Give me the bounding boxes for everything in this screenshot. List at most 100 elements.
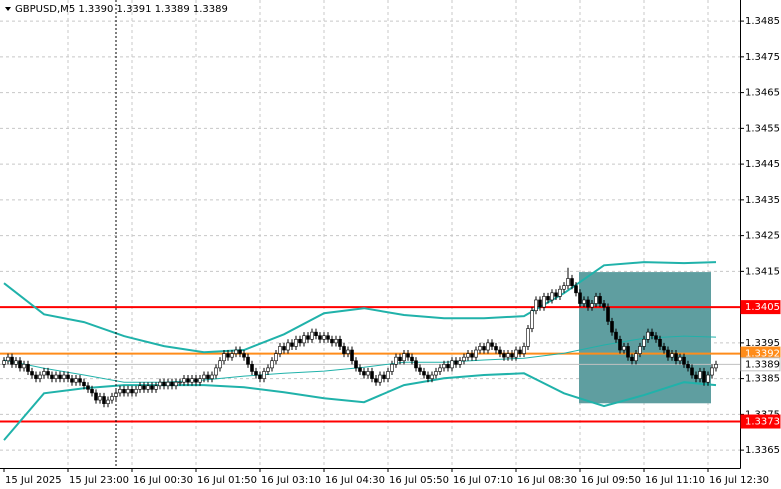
candle-body	[502, 353, 506, 358]
candle-body	[474, 349, 478, 358]
x-tick-label: 15 Jul 23:00	[69, 475, 129, 486]
candle-body	[398, 356, 402, 362]
candle-body	[546, 296, 550, 301]
candle-body	[22, 364, 26, 369]
candle-body	[234, 349, 238, 354]
candle-body	[666, 349, 670, 358]
y-tick-label: 1.3415	[745, 266, 780, 277]
candle-body	[638, 346, 642, 354]
candle-body	[498, 349, 502, 354]
candle-body	[94, 392, 98, 401]
candle-body	[34, 374, 38, 379]
candle-body	[258, 374, 262, 379]
candle-body	[490, 342, 494, 347]
candle-body	[622, 346, 626, 351]
candle-body	[550, 292, 554, 301]
price-axis	[740, 0, 781, 468]
candle-body	[642, 338, 646, 347]
candle-body	[306, 335, 310, 340]
candle-body	[230, 353, 234, 358]
price-label-box	[740, 414, 781, 429]
candle-body	[702, 371, 706, 383]
candle-body	[534, 299, 538, 311]
candle-body	[126, 389, 130, 394]
price-label: 1.3392	[745, 349, 780, 360]
candle-body	[606, 306, 610, 322]
candle-body	[518, 349, 522, 354]
x-tick-label: 16 Jul 04:30	[325, 475, 385, 486]
x-tick-label: 16 Jul 12:30	[709, 475, 769, 486]
candle-body	[362, 371, 366, 376]
candle-body	[82, 381, 86, 387]
candle-body	[146, 385, 150, 390]
candle-body	[326, 335, 330, 340]
candle-body	[194, 378, 198, 383]
candle-body	[394, 356, 398, 365]
candle-body	[486, 342, 490, 351]
price-label: 1.3389	[745, 359, 780, 370]
candle-body	[710, 367, 714, 376]
candle-body	[446, 364, 450, 369]
candle-body	[250, 364, 254, 372]
candle-body	[338, 338, 342, 347]
axes: 1.33651.33751.33851.33951.34051.34151.34…	[3, 16, 781, 486]
y-tick-label: 1.3425	[745, 231, 780, 242]
candle-body	[662, 346, 666, 351]
candle-body	[426, 374, 430, 379]
candle-body	[178, 381, 182, 384]
chart-title: GBPUSD,M5 1.3390 1.3391 1.3389 1.3389	[15, 4, 228, 15]
x-tick-label: 16 Jul 03:10	[261, 475, 321, 486]
candle-body	[558, 288, 562, 297]
candle-body	[450, 360, 454, 369]
candle-body	[430, 374, 434, 379]
x-tick-label: 16 Jul 07:10	[453, 475, 513, 486]
candle-body	[246, 356, 250, 365]
y-tick-label: 1.3435	[745, 195, 780, 206]
candle-body	[674, 353, 678, 362]
candle-body	[514, 349, 518, 358]
candle-body	[478, 346, 482, 351]
candle-body	[470, 353, 474, 358]
candle-body	[598, 296, 602, 304]
candle-body	[86, 385, 90, 390]
candle-body	[174, 381, 178, 387]
candle-body	[122, 389, 126, 394]
candle-body	[618, 338, 622, 351]
candle-body	[694, 374, 698, 379]
candle-body	[242, 353, 246, 358]
candle-body	[634, 353, 638, 362]
candle-body	[654, 335, 658, 340]
candle-body	[302, 335, 306, 344]
candle-body	[294, 338, 298, 347]
candle-body	[182, 378, 186, 383]
plot-marks	[2, 261, 718, 441]
x-tick-label: 16 Jul 11:10	[645, 475, 705, 486]
band-middle	[3, 335, 717, 383]
candle-body	[578, 292, 582, 304]
candle-body	[382, 374, 386, 379]
y-tick-label: 1.3465	[745, 88, 780, 99]
band-lower	[3, 372, 717, 441]
candle-body	[262, 371, 266, 379]
candle-body	[286, 342, 290, 351]
candle-body	[90, 389, 94, 394]
candle-body	[18, 360, 22, 369]
candle-body	[222, 353, 226, 362]
candle-body	[458, 360, 462, 365]
y-tick-label: 1.3395	[745, 338, 780, 349]
candle-body	[554, 292, 558, 297]
x-tick-label: 16 Jul 05:50	[389, 475, 449, 486]
candle-body	[2, 360, 6, 365]
candle-body	[438, 367, 442, 372]
candle-body	[402, 353, 406, 362]
candle-body	[418, 367, 422, 372]
x-tick-label: 16 Jul 09:50	[581, 475, 641, 486]
x-tick-label: 16 Jul 01:50	[197, 475, 257, 486]
candle-body	[214, 367, 218, 376]
candle-body	[530, 310, 534, 329]
y-tick-label: 1.3445	[745, 159, 780, 170]
candle-body	[370, 371, 374, 379]
candle-body	[626, 346, 630, 358]
candle-body	[454, 360, 458, 365]
